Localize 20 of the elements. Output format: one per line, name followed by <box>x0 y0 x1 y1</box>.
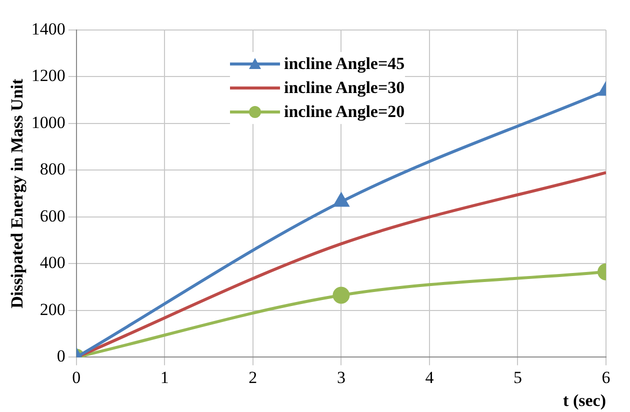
y-tick-label: 400 <box>40 253 66 272</box>
x-tick-label: 0 <box>72 368 81 387</box>
y-tick-label: 1400 <box>31 19 66 38</box>
x-tick-label: 6 <box>602 368 610 387</box>
y-tick-label: 1200 <box>31 66 66 86</box>
x-tick-label: 5 <box>513 368 522 387</box>
x-tick-label: 4 <box>425 368 434 387</box>
x-tick-label: 2 <box>248 368 258 387</box>
legend-label: incline Angle=45 <box>284 54 405 74</box>
x-tick-label: 3 <box>336 368 346 387</box>
y-axis-title: Dissipated Energy in Mass Unit <box>8 78 27 308</box>
y-tick-label: 800 <box>40 160 66 179</box>
y-tick-label: 200 <box>40 300 66 319</box>
y-tick-label: 0 <box>56 346 66 366</box>
x-tick-label: 1 <box>160 368 169 387</box>
y-tick-label: 1000 <box>31 112 66 132</box>
y-tick-label: 600 <box>40 206 66 226</box>
legend-label: incline Angle=20 <box>284 102 405 122</box>
x-axis-title: t (sec) <box>563 391 606 410</box>
legend-label: incline Angle=30 <box>284 78 405 98</box>
